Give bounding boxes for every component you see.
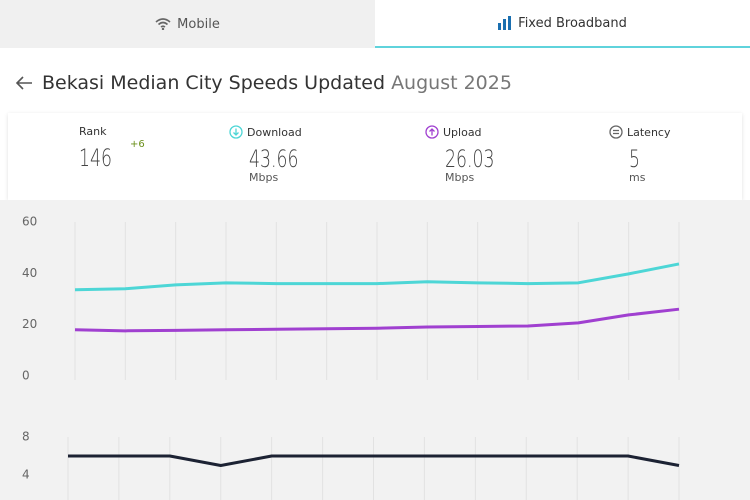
stat: Rank 146 [79, 125, 125, 172]
series-line [74, 262, 680, 292]
stat-value: 43.66 [249, 145, 299, 173]
charts: 0 20 40 60 4 8 [0, 200, 750, 500]
wifi-icon [155, 18, 171, 30]
tab-bar: Mobile Fixed Broadband [0, 0, 750, 48]
header: Bekasi Median City Speeds Updated August… [14, 70, 512, 96]
tab[interactable]: Mobile [0, 0, 375, 48]
y-tick-label: 8 [22, 430, 30, 444]
page-date: August 2025 [391, 72, 512, 94]
bars-icon [498, 16, 512, 30]
stat-label: Latency [627, 125, 671, 139]
tab[interactable]: Fixed Broadband [375, 0, 750, 48]
back-arrow[interactable] [14, 75, 34, 91]
stat-label-row: Upload [425, 125, 514, 139]
stat-value: 26.03 [445, 145, 495, 173]
y-tick-label: 60 [22, 215, 37, 229]
stat-unit: Mbps [249, 171, 279, 184]
y-tick-label: 20 [22, 317, 37, 331]
stat-value: 5 [629, 145, 641, 173]
stat: Latency 5 ms [609, 125, 670, 184]
stat-label: Upload [443, 125, 482, 139]
stat-label: Rank [79, 125, 107, 138]
stat: Download 43.66 Mbps [229, 125, 318, 184]
stat-label-row: Latency [609, 125, 670, 139]
stat-label-row: Download [229, 125, 318, 139]
rank-change: +6 [130, 139, 145, 150]
stat-label: Download [247, 125, 302, 139]
series-line [68, 454, 680, 467]
tab-label: Mobile [177, 16, 220, 32]
tab-label: Fixed Broadband [518, 15, 627, 31]
latency-icon [609, 125, 623, 139]
stat-unit: ms [629, 171, 646, 184]
stat-unit: Mbps [445, 171, 475, 184]
stat: Upload 26.03 Mbps [425, 125, 514, 184]
y-tick-label: 40 [22, 266, 37, 280]
download-icon [229, 125, 243, 139]
y-tick-label: 4 [22, 468, 30, 482]
page-title: Bekasi Median City Speeds Updated [42, 72, 386, 94]
y-tick-label: 0 [22, 369, 30, 383]
stat-value: 146 [79, 144, 112, 172]
upload-icon [425, 125, 439, 139]
stats-card: Rank 146 +6 Download 43.66 Mbps Upload 2… [8, 113, 742, 200]
series-line [74, 307, 680, 333]
